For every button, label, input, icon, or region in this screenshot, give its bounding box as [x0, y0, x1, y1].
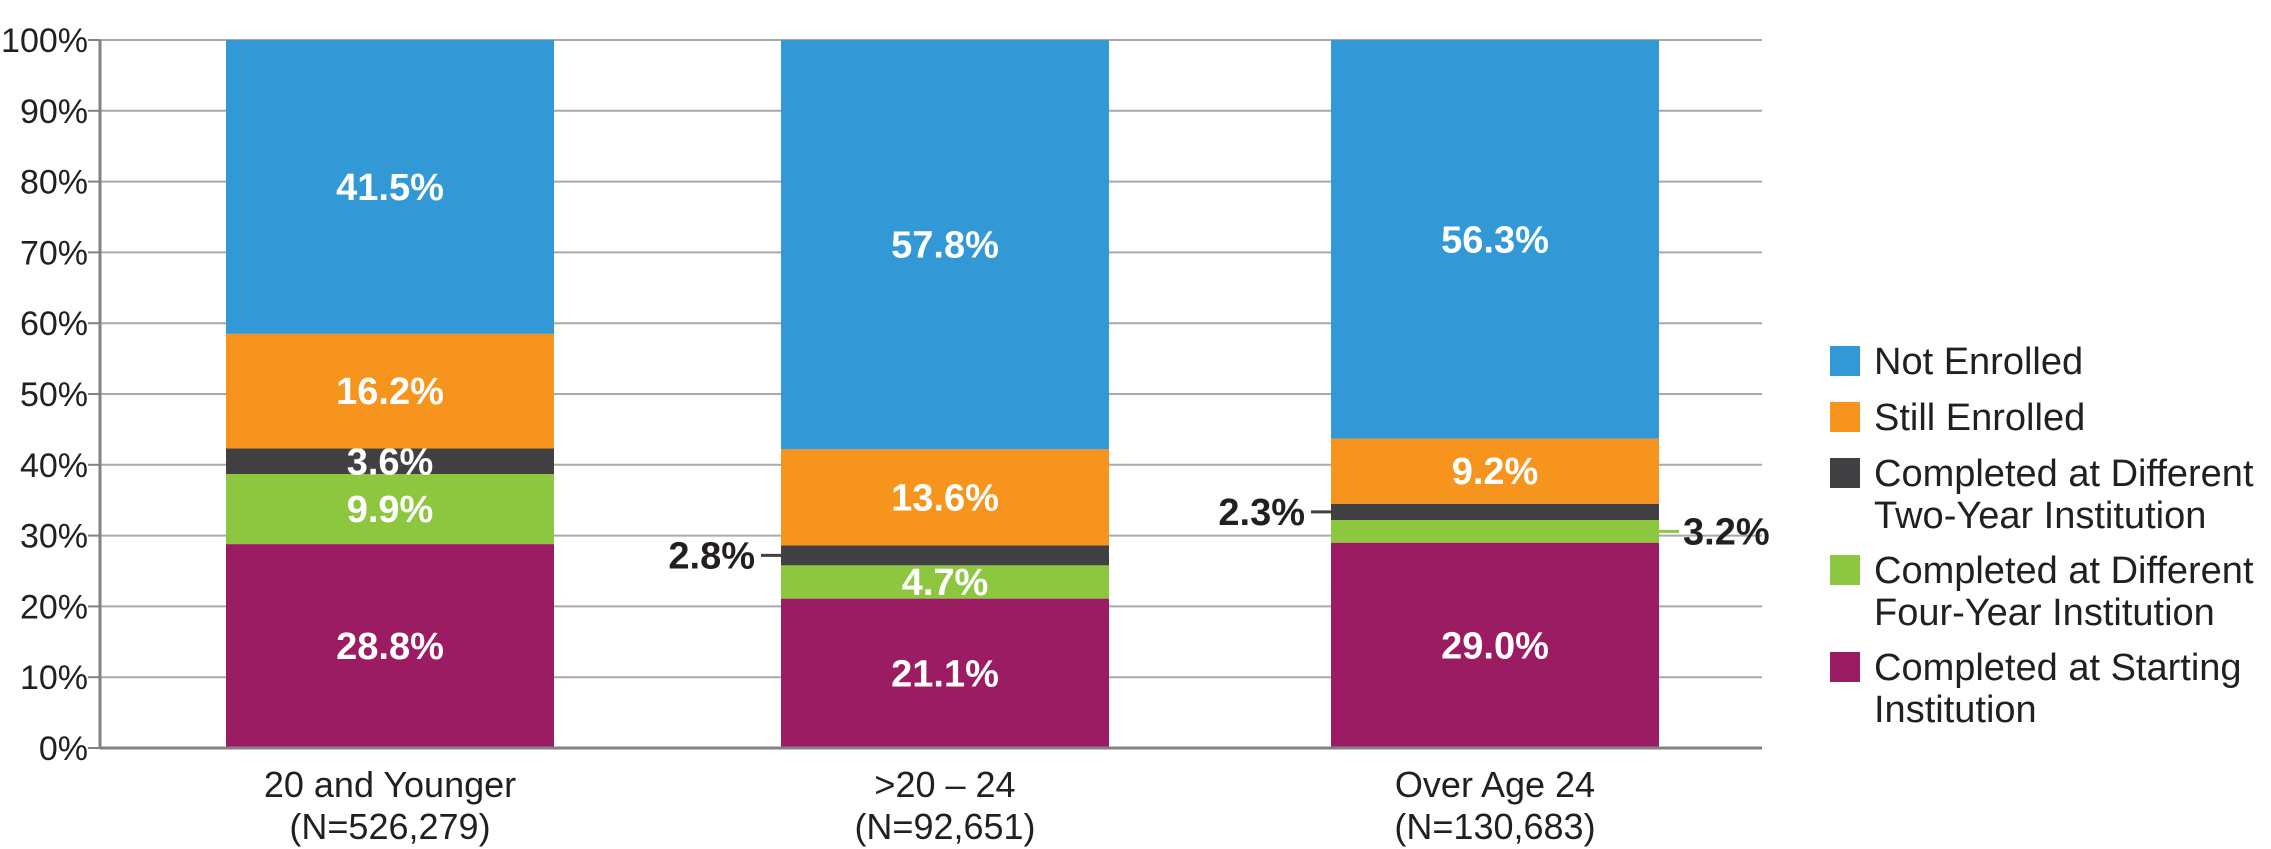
- bar-segment: [1331, 520, 1659, 543]
- legend-swatch: [1830, 346, 1860, 376]
- data-label: 57.8%: [891, 225, 999, 267]
- data-label: 29.0%: [1441, 625, 1549, 667]
- bar-segment: [781, 40, 1109, 450]
- y-tick-label: 0%: [39, 730, 88, 768]
- y-tick-label: 70%: [20, 234, 88, 272]
- bar-segment: [1331, 503, 1659, 521]
- data-label: 41.5%: [336, 167, 444, 209]
- y-tick-label: 50%: [20, 376, 88, 414]
- y-tick-label: 20%: [20, 588, 88, 626]
- bars: 28.8%9.9%3.6%16.2%41.5%21.1%4.7%2.8%13.6…: [226, 40, 1770, 748]
- x-category-sublabel: (N=92,651): [854, 806, 1035, 847]
- bar-segment: [226, 474, 554, 545]
- bar-segment: [781, 449, 1109, 546]
- legend-label: Institution: [1874, 689, 2037, 731]
- legend-item: Still Enrolled: [1830, 397, 2085, 439]
- data-label: 9.2%: [1452, 451, 1539, 493]
- legend-label: Not Enrolled: [1874, 341, 2083, 383]
- data-label: 13.6%: [891, 477, 999, 519]
- bar-segment: [1331, 542, 1659, 748]
- legend-label: Four-Year Institution: [1874, 592, 2215, 634]
- legend-label: Completed at Different: [1874, 453, 2254, 495]
- legend-label: Two-Year Institution: [1874, 495, 2206, 537]
- y-tick-label: 90%: [20, 93, 88, 131]
- x-category-sublabel: (N=526,279): [289, 806, 490, 847]
- legend-label: Completed at Different: [1874, 550, 2254, 592]
- data-label: 56.3%: [1441, 219, 1549, 261]
- bar-segment: [1331, 438, 1659, 504]
- bar-segment: [781, 565, 1109, 599]
- legend-swatch: [1830, 402, 1860, 432]
- bar-segment: [226, 544, 554, 748]
- legend-label: Completed at Starting: [1874, 647, 2242, 689]
- x-axis: 20 and Younger(N=526,279) >20 – 24(N=92,6…: [100, 746, 1762, 847]
- y-tick-label: 80%: [20, 164, 88, 202]
- legend-swatch: [1830, 555, 1860, 585]
- bar-segment: [1331, 40, 1659, 439]
- data-label: 2.8%: [668, 535, 755, 577]
- x-category-label: 20 and Younger: [264, 764, 516, 805]
- data-label: 9.9%: [347, 489, 434, 531]
- y-tick-label: 10%: [20, 659, 88, 697]
- y-tick-label: 60%: [20, 305, 88, 343]
- data-label: 16.2%: [336, 371, 444, 413]
- x-category-label: >20 – 24: [874, 764, 1015, 805]
- x-category-label: Over Age 24: [1395, 764, 1595, 805]
- bar-segment: [226, 40, 554, 334]
- data-label: 3.2%: [1683, 511, 1770, 553]
- data-label: 28.8%: [336, 626, 444, 668]
- bar-segment: [781, 545, 1109, 566]
- data-label: 21.1%: [891, 653, 999, 695]
- legend-item: Not Enrolled: [1830, 341, 2083, 383]
- data-label: 4.7%: [902, 562, 989, 604]
- y-tick-label: 100%: [1, 22, 88, 60]
- legend-swatch: [1830, 458, 1860, 488]
- legend: Not Enrolled Still Enrolled Completed at D…: [1830, 341, 2254, 731]
- y-tick-label: 30%: [20, 518, 88, 556]
- bar-segment: [226, 448, 554, 475]
- y-tick-label: 40%: [20, 447, 88, 485]
- legend-label: Still Enrolled: [1874, 397, 2085, 439]
- y-axis: 0% 10% 20% 30% 40% 50% 60% 70% 80% 90% 100%: [1, 22, 102, 768]
- bar-segment: [226, 333, 554, 449]
- legend-swatch: [1830, 652, 1860, 682]
- bar-segment: [781, 598, 1109, 748]
- x-category-sublabel: (N=130,683): [1394, 806, 1595, 847]
- data-label: 2.3%: [1218, 492, 1305, 534]
